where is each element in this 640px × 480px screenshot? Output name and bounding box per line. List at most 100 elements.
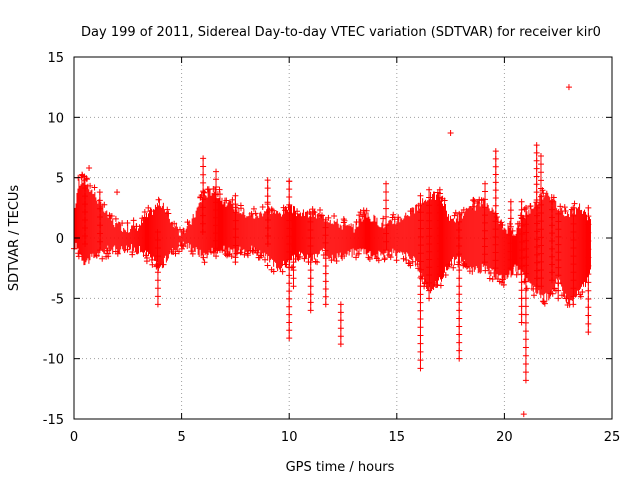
spike-point xyxy=(436,202,443,209)
spike-point xyxy=(322,286,329,293)
spike-point xyxy=(533,267,540,274)
spike-point xyxy=(307,235,314,241)
spike-point xyxy=(585,246,592,253)
spike-point xyxy=(533,244,540,251)
spike-point xyxy=(426,279,433,286)
y-tick-label: 15 xyxy=(47,51,64,66)
spike-point xyxy=(96,247,103,254)
spike-point xyxy=(322,262,329,269)
spike-point xyxy=(200,155,207,162)
outlier-point xyxy=(565,84,572,91)
spike-point xyxy=(213,168,220,175)
spike-point xyxy=(154,261,161,268)
spike-point xyxy=(436,186,443,193)
spike-point xyxy=(585,320,592,327)
spike-point xyxy=(507,207,514,214)
spike-point xyxy=(383,188,390,195)
spike-point xyxy=(456,259,463,266)
spike-point xyxy=(417,307,424,314)
data-point xyxy=(208,248,215,255)
outlier-point xyxy=(114,189,121,196)
spike-point xyxy=(555,210,562,217)
spike-point xyxy=(417,200,424,207)
spike-point xyxy=(96,197,103,204)
spike-point xyxy=(81,225,88,232)
spike-point xyxy=(200,179,207,186)
outlier-point xyxy=(286,178,293,185)
data-point xyxy=(282,261,289,268)
data-point xyxy=(441,197,448,204)
spike-point xyxy=(492,241,499,248)
spike-point xyxy=(286,295,293,302)
spike-point xyxy=(522,229,529,236)
spike-point xyxy=(154,285,161,292)
spike-point xyxy=(585,329,592,336)
outlier-point xyxy=(86,165,93,172)
spike-point xyxy=(555,264,562,271)
spike-point xyxy=(456,275,463,282)
spike-point xyxy=(492,194,499,201)
data-point xyxy=(279,268,286,275)
spike-point xyxy=(426,272,433,279)
data-point xyxy=(312,258,319,265)
data-point xyxy=(387,254,394,261)
data-point xyxy=(205,186,212,193)
spike-point xyxy=(533,220,540,227)
spike-point xyxy=(307,307,314,314)
spike-point xyxy=(482,235,489,242)
data-point xyxy=(333,258,340,265)
spike-point xyxy=(264,201,271,208)
data-point xyxy=(280,204,287,211)
spike-point xyxy=(264,225,271,232)
spike-point xyxy=(518,271,525,278)
spike-point xyxy=(436,271,443,278)
spike-point xyxy=(537,152,544,159)
data-point xyxy=(341,217,348,224)
spike-point xyxy=(456,307,463,314)
spike-point xyxy=(322,216,329,223)
spike-point xyxy=(585,254,592,261)
spike-point xyxy=(96,213,103,220)
data-point xyxy=(547,290,554,297)
data-point xyxy=(171,220,178,227)
data-point xyxy=(550,194,557,201)
data-point xyxy=(309,206,316,213)
data-point xyxy=(437,282,444,289)
y-tick-label: -10 xyxy=(43,353,64,368)
spike-point xyxy=(213,237,220,244)
data-point xyxy=(160,261,167,268)
spike-point xyxy=(417,283,424,290)
data-point xyxy=(124,246,131,253)
data-point xyxy=(249,247,256,254)
spike-point xyxy=(154,245,161,252)
spike-point xyxy=(522,377,529,384)
spike-point xyxy=(213,253,220,260)
spike-point xyxy=(337,317,344,324)
spike-point xyxy=(518,222,525,229)
outlier-point xyxy=(520,411,527,418)
data-point xyxy=(99,255,106,262)
data-point xyxy=(357,209,364,216)
spike-point xyxy=(456,323,463,330)
data-point xyxy=(200,189,207,196)
spike-point xyxy=(537,275,544,282)
data-points xyxy=(71,84,592,418)
spike-point xyxy=(213,176,220,183)
spike-point xyxy=(383,247,390,254)
x-tick-label: 15 xyxy=(389,430,406,445)
data-point xyxy=(219,247,226,254)
spike-point xyxy=(417,332,424,339)
spike-point xyxy=(232,242,239,249)
x-tick-label: 0 xyxy=(70,430,78,445)
spike-point xyxy=(286,248,293,255)
data-point xyxy=(356,212,363,219)
data-point xyxy=(496,278,503,285)
data-point xyxy=(540,298,547,305)
spike-point xyxy=(456,331,463,338)
spike-point xyxy=(436,209,443,216)
data-point xyxy=(314,259,321,266)
spike-point xyxy=(585,287,592,294)
outlier-point xyxy=(447,130,454,137)
data-point xyxy=(400,255,407,262)
data-point xyxy=(87,182,94,189)
